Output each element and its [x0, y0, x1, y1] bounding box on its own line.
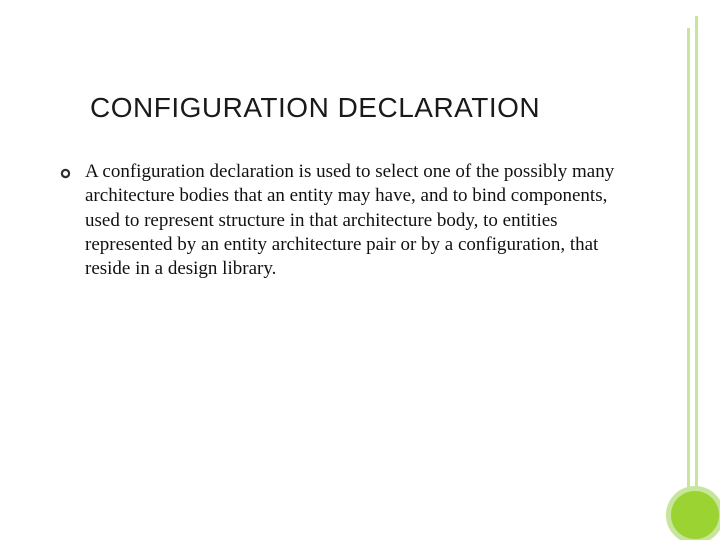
- slide-body-text: A configuration declaration is used to s…: [85, 160, 620, 282]
- decor-corner-circle: [666, 486, 720, 540]
- decor-rule-outer: [695, 16, 698, 524]
- decor-rule-inner: [687, 28, 690, 512]
- bullet-item: A configuration declaration is used to s…: [60, 160, 620, 282]
- slide-title: CONFIGURATION DECLARATION: [90, 92, 540, 124]
- ring-bullet-icon: [60, 166, 71, 184]
- slide: CONFIGURATION DECLARATION A configuratio…: [0, 0, 720, 540]
